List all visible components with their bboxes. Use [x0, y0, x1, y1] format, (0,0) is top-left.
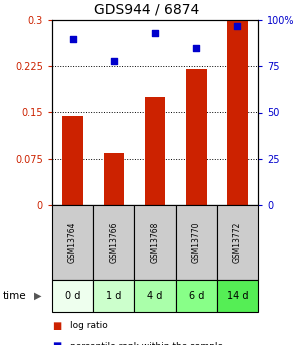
Text: 14 d: 14 d	[227, 291, 248, 301]
Text: GSM13764: GSM13764	[68, 222, 77, 263]
FancyBboxPatch shape	[134, 280, 176, 312]
Point	[194, 45, 199, 50]
Text: GSM13766: GSM13766	[109, 222, 118, 263]
Point	[70, 36, 75, 41]
FancyBboxPatch shape	[176, 205, 217, 280]
Text: ■: ■	[52, 321, 61, 331]
Text: 0 d: 0 d	[65, 291, 80, 301]
Bar	[62, 116, 83, 205]
FancyBboxPatch shape	[52, 280, 93, 312]
Point	[111, 58, 116, 63]
Text: time: time	[3, 291, 27, 301]
Bar	[227, 20, 248, 205]
FancyBboxPatch shape	[176, 280, 217, 312]
Bar	[103, 152, 124, 205]
Text: GSM13768: GSM13768	[151, 222, 159, 263]
Text: log ratio: log ratio	[69, 321, 107, 330]
FancyBboxPatch shape	[52, 205, 93, 280]
Bar	[186, 69, 207, 205]
Text: GDS944 / 6874: GDS944 / 6874	[94, 2, 199, 17]
Bar	[145, 97, 165, 205]
FancyBboxPatch shape	[134, 205, 176, 280]
Text: GSM13772: GSM13772	[233, 222, 242, 263]
Point	[153, 30, 157, 36]
FancyBboxPatch shape	[93, 280, 134, 312]
FancyBboxPatch shape	[217, 205, 258, 280]
Text: 4 d: 4 d	[147, 291, 163, 301]
FancyBboxPatch shape	[93, 205, 134, 280]
Text: GSM13770: GSM13770	[192, 222, 201, 263]
FancyBboxPatch shape	[217, 280, 258, 312]
Text: 6 d: 6 d	[188, 291, 204, 301]
Text: ■: ■	[52, 342, 61, 345]
Text: ▶: ▶	[34, 291, 41, 301]
Text: percentile rank within the sample: percentile rank within the sample	[69, 342, 223, 345]
Text: 1 d: 1 d	[106, 291, 122, 301]
Point	[235, 23, 240, 28]
